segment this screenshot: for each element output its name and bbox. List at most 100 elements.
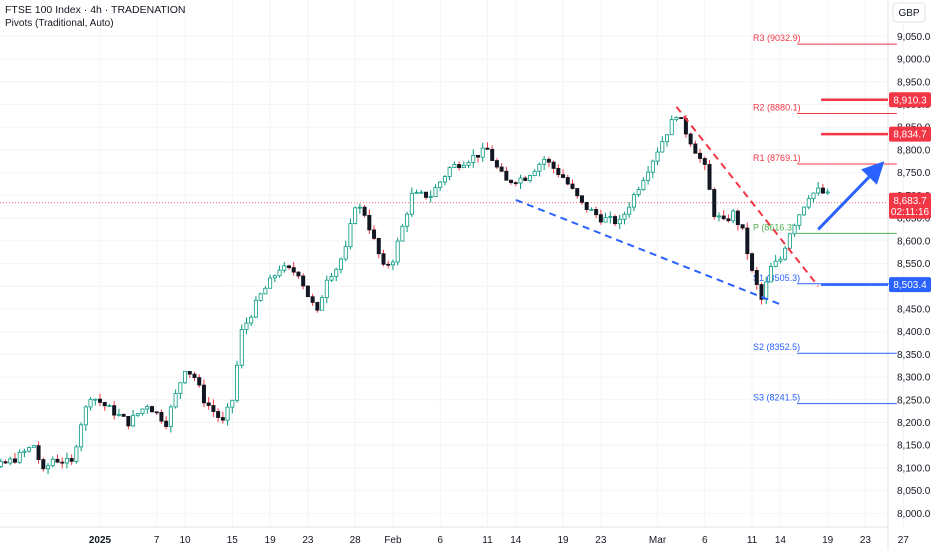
grid: [0, 0, 904, 527]
candle-body: [735, 210, 740, 226]
bar-countdown: 02:11:16: [891, 207, 930, 218]
pivot-label-s1: S1 (8505.3): [753, 273, 800, 283]
level-badge: [889, 92, 931, 108]
candle-body: [650, 160, 655, 173]
time-tick-label: 11: [747, 535, 758, 546]
candle-body: [107, 405, 112, 408]
time-tick-label: 19: [265, 535, 277, 546]
candle-body: [726, 218, 731, 222]
candle-body: [381, 253, 386, 265]
time-tick-label: 19: [557, 535, 569, 546]
level-badge-label: 8,910.3: [893, 95, 927, 106]
price-badges: 8,910.3 8,834.7 8,503.4 8,683.702:11:16: [889, 92, 931, 293]
horizontal-levels[interactable]: [821, 98, 888, 286]
currency-label: GBP: [898, 8, 919, 19]
candle-body: [329, 276, 334, 281]
candle-body: [518, 177, 523, 184]
candle-body: [608, 216, 613, 218]
candle-body: [367, 214, 372, 231]
time-tick-label: 11: [482, 535, 493, 546]
candle-body: [452, 164, 457, 168]
indicator-label[interactable]: Pivots (Traditional, Auto): [5, 18, 114, 29]
candle-body: [688, 133, 693, 145]
candle-body: [372, 229, 377, 239]
candle-body: [400, 225, 405, 242]
candle-body: [386, 263, 391, 266]
candle-body: [764, 281, 769, 300]
candle-body: [0, 461, 3, 467]
candle-body: [490, 148, 495, 161]
candle-body: [206, 402, 211, 406]
candle-body: [787, 233, 792, 249]
candle-body: [55, 458, 60, 463]
pivot-label-r2: R2 (8880.1): [753, 103, 801, 113]
trendlines[interactable]: [515, 106, 819, 306]
price-tick-label: 8,200.0: [897, 418, 931, 429]
candle-body: [617, 218, 622, 225]
candle-body: [121, 413, 126, 417]
time-tick-label: 27: [898, 535, 910, 546]
candle-body: [334, 268, 339, 277]
candle-body: [154, 411, 159, 414]
candle-body: [362, 206, 367, 216]
candle-body: [253, 299, 258, 318]
candle-body: [589, 209, 594, 211]
candle-body: [598, 214, 603, 223]
support-line-trendline[interactable]: [515, 198, 781, 306]
candle-body: [542, 158, 547, 165]
time-axis[interactable]: 1720202571015192328Feb611141923Mar611141…: [0, 535, 932, 546]
candle-body: [669, 119, 674, 136]
candle-body: [296, 271, 301, 277]
time-tick-label: Feb: [384, 535, 402, 546]
candle-body: [131, 414, 136, 427]
candle-body: [698, 152, 703, 159]
level-badge: [889, 126, 931, 142]
candle-body: [291, 267, 296, 273]
candle-body: [305, 285, 310, 298]
candle-body: [792, 224, 797, 235]
candle-body: [806, 198, 811, 208]
candle-body: [613, 216, 618, 225]
candle-body: [338, 258, 343, 270]
candle-body: [357, 206, 362, 209]
candle-body: [447, 167, 452, 177]
price-tick-label: 8,250.0: [897, 395, 931, 406]
currency-button[interactable]: GBP: [892, 2, 926, 23]
candle-body: [527, 175, 532, 181]
candle-body: [173, 393, 178, 408]
candle-body: [22, 450, 27, 453]
candle-body: [797, 214, 802, 226]
candle-body: [348, 223, 353, 248]
candle-body: [395, 240, 400, 263]
candle-body: [50, 458, 55, 467]
candle-body: [745, 227, 750, 255]
pivot-label-r1: R1 (8769.1): [753, 153, 801, 163]
candle-body: [405, 213, 410, 227]
time-tick-label: 7: [154, 535, 160, 546]
candle-body: [740, 224, 745, 229]
time-tick-label: 19: [822, 535, 834, 546]
bullish-arrow[interactable]: [817, 161, 885, 231]
candle-body: [8, 458, 13, 464]
candle-body: [3, 461, 8, 464]
candle-body: [494, 160, 499, 168]
pivot-label-s2: S2 (8352.5): [753, 342, 800, 352]
price-tick-label: 8,000.0: [897, 509, 931, 520]
candle-body: [603, 217, 608, 223]
price-tick-label: 8,750.0: [897, 168, 931, 179]
candle-body: [594, 209, 599, 216]
candle-body: [731, 210, 736, 222]
price-tick-label: 8,400.0: [897, 327, 931, 338]
candle-body: [513, 182, 518, 185]
candle-body: [575, 188, 580, 197]
candle-body: [475, 154, 480, 158]
candle-body: [565, 177, 570, 185]
time-tick-label: 6: [437, 535, 443, 546]
descending-resistance-trendline[interactable]: [675, 106, 819, 287]
candle-body: [811, 192, 816, 200]
candle-body: [712, 189, 717, 217]
candle-body: [551, 161, 556, 169]
candle-body: [164, 420, 169, 427]
candle-body: [324, 279, 329, 298]
